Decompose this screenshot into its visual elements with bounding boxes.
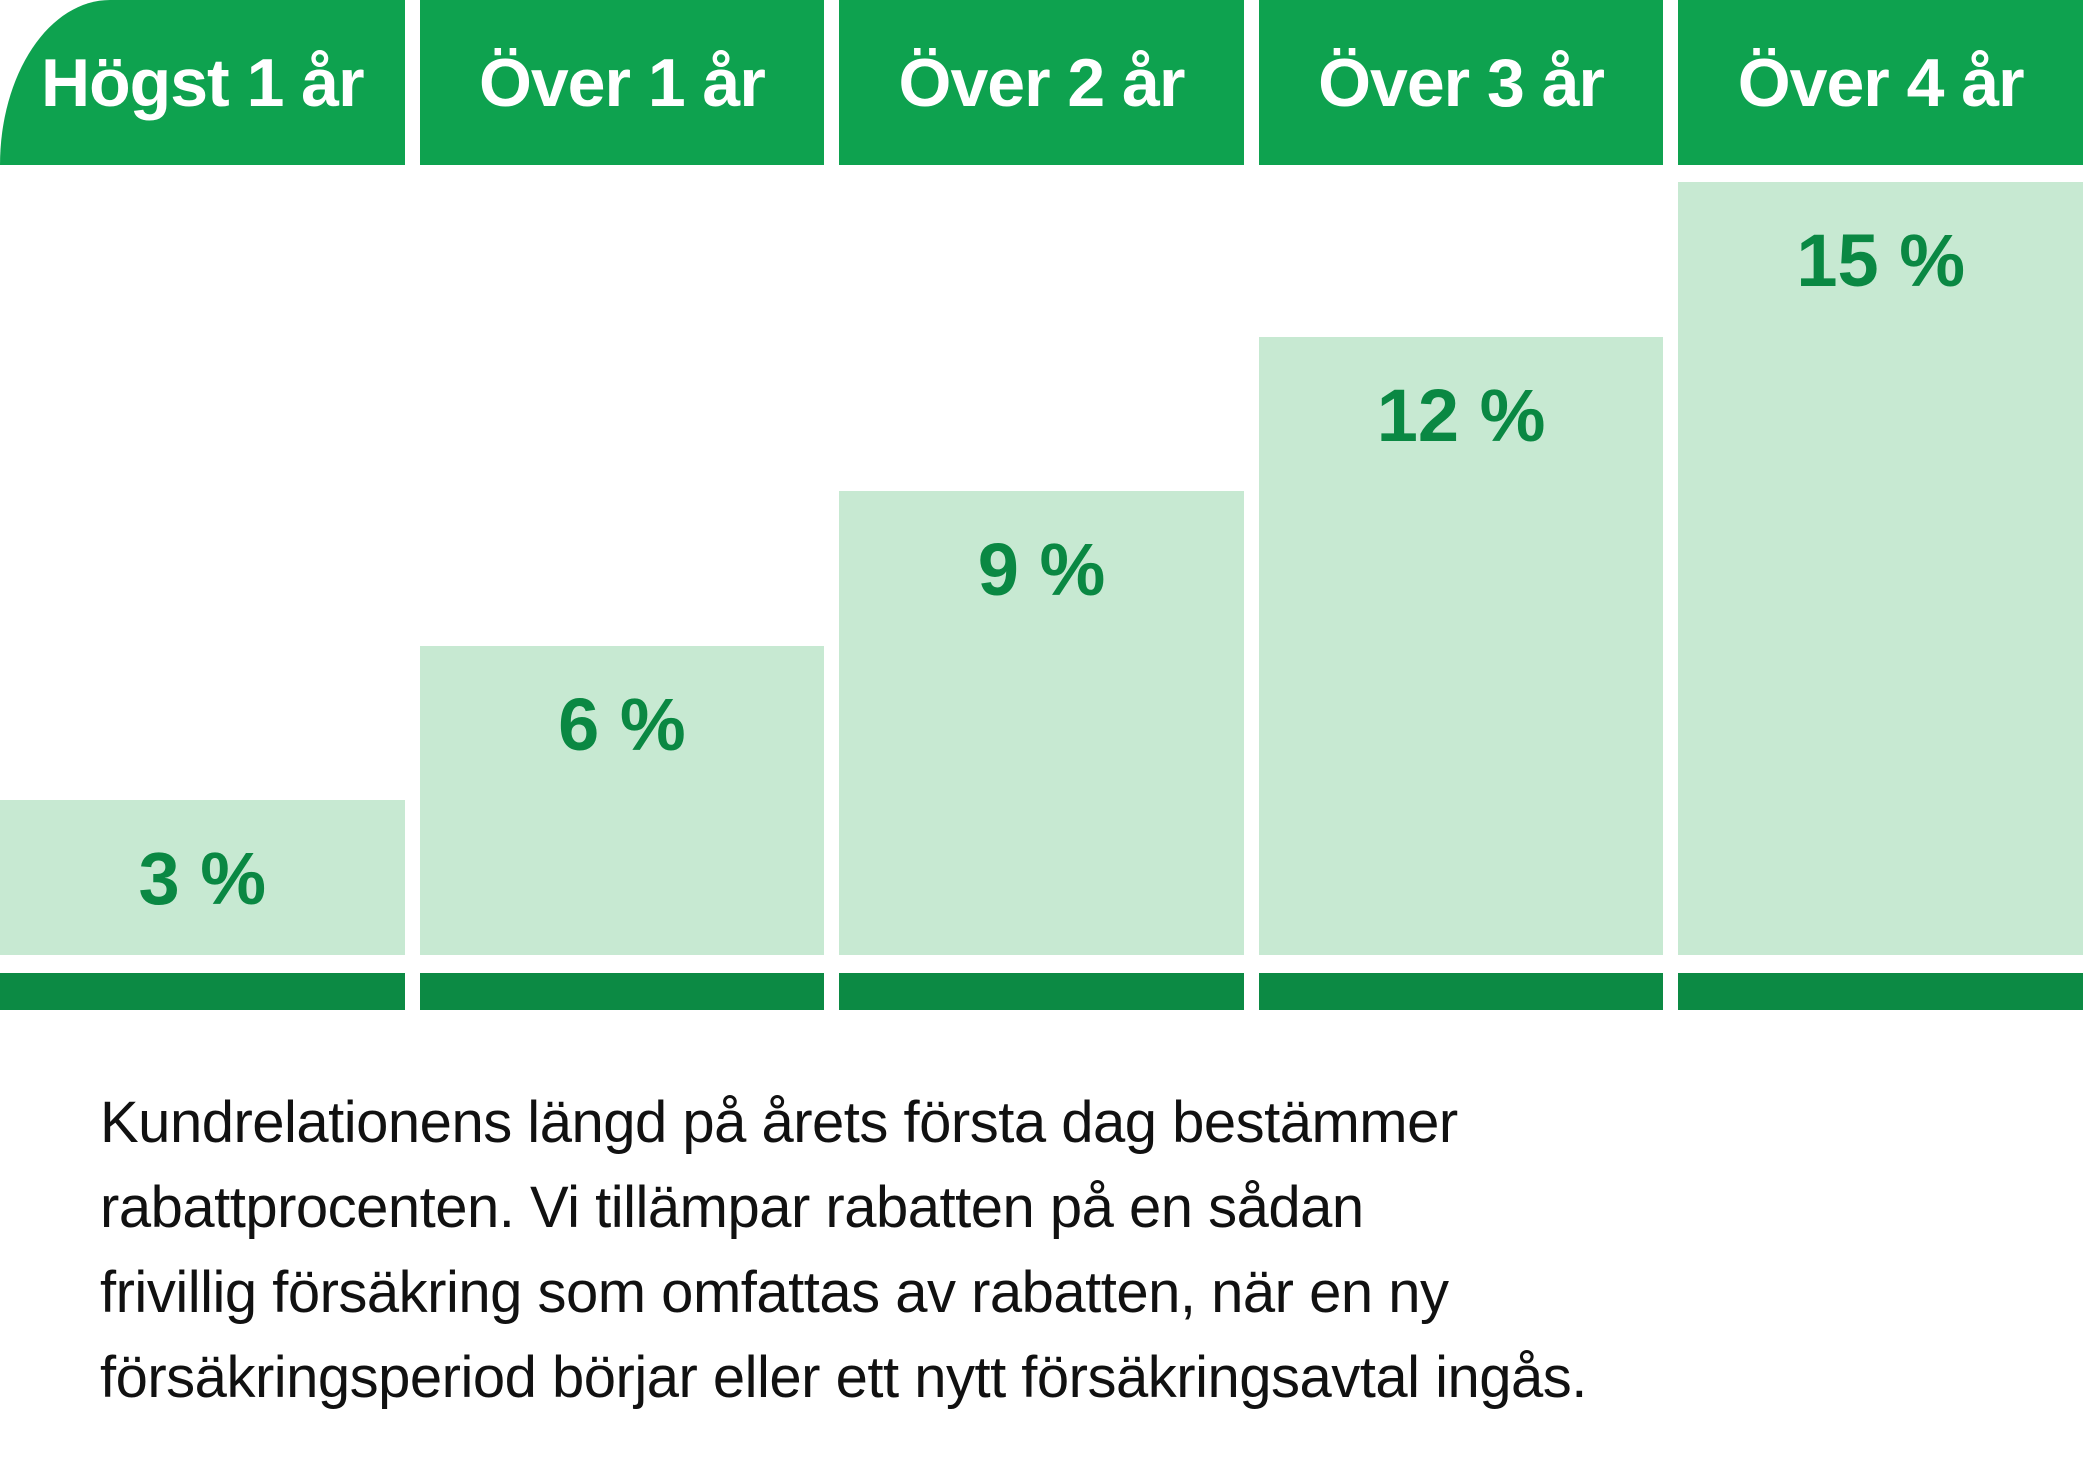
caption-line: Kundrelationens längd på årets första da… <box>100 1090 1458 1155</box>
bar: 3 % <box>0 800 405 955</box>
chart-column-over-2-ar: Över 2 år 9 % <box>839 0 1244 1010</box>
chart-column-over-1-ar: Över 1 år 6 % <box>419 0 825 1010</box>
bar-zone: 9 % <box>839 165 1244 955</box>
discount-bar-chart: Högst 1 år 3 % Över 1 år 6 % Över 2 år 9… <box>0 0 2083 1010</box>
bar-zone: 3 % <box>0 165 405 955</box>
bar: 9 % <box>839 491 1244 955</box>
caption-line: frivillig försäkring som omfattas av rab… <box>100 1260 1449 1325</box>
bar-zone: 12 % <box>1258 165 1664 955</box>
bar-value-label: 15 % <box>1796 219 1966 302</box>
bar-value-label: 3 % <box>138 837 267 920</box>
baseline-strip <box>0 973 405 1010</box>
chart-column-over-4-ar: Över 4 år 15 % <box>1678 0 2083 1010</box>
chart-caption: Kundrelationens längd på årets första da… <box>100 1080 2083 1420</box>
bar: 12 % <box>1258 337 1664 955</box>
baseline-strip <box>1258 973 1664 1010</box>
bar-value-label: 9 % <box>977 528 1106 611</box>
column-header-tab: Över 1 år <box>419 0 825 165</box>
column-header-tab: Över 4 år <box>1678 0 2083 165</box>
column-header-tab: Över 2 år <box>839 0 1244 165</box>
chart-column-over-3-ar: Över 3 år 12 % <box>1258 0 1664 1010</box>
baseline-strip <box>839 973 1244 1010</box>
bar-zone: 6 % <box>419 165 825 955</box>
bar: 6 % <box>419 646 825 955</box>
bar-value-label: 6 % <box>558 683 686 766</box>
chart-column-hogst-1-ar: Högst 1 år 3 % <box>0 0 405 1010</box>
column-header-tab: Över 3 år <box>1258 0 1664 165</box>
baseline-strip <box>419 973 825 1010</box>
baseline-strip <box>1678 973 2083 1010</box>
bar: 15 % <box>1678 182 2083 955</box>
caption-line: rabattprocenten. Vi tillämpar rabatten p… <box>100 1175 1364 1240</box>
bar-zone: 15 % <box>1678 165 2083 955</box>
caption-line: försäkringsperiod börjar eller ett nytt … <box>100 1345 1587 1410</box>
bar-value-label: 12 % <box>1376 374 1546 457</box>
column-header-tab: Högst 1 år <box>0 0 405 165</box>
